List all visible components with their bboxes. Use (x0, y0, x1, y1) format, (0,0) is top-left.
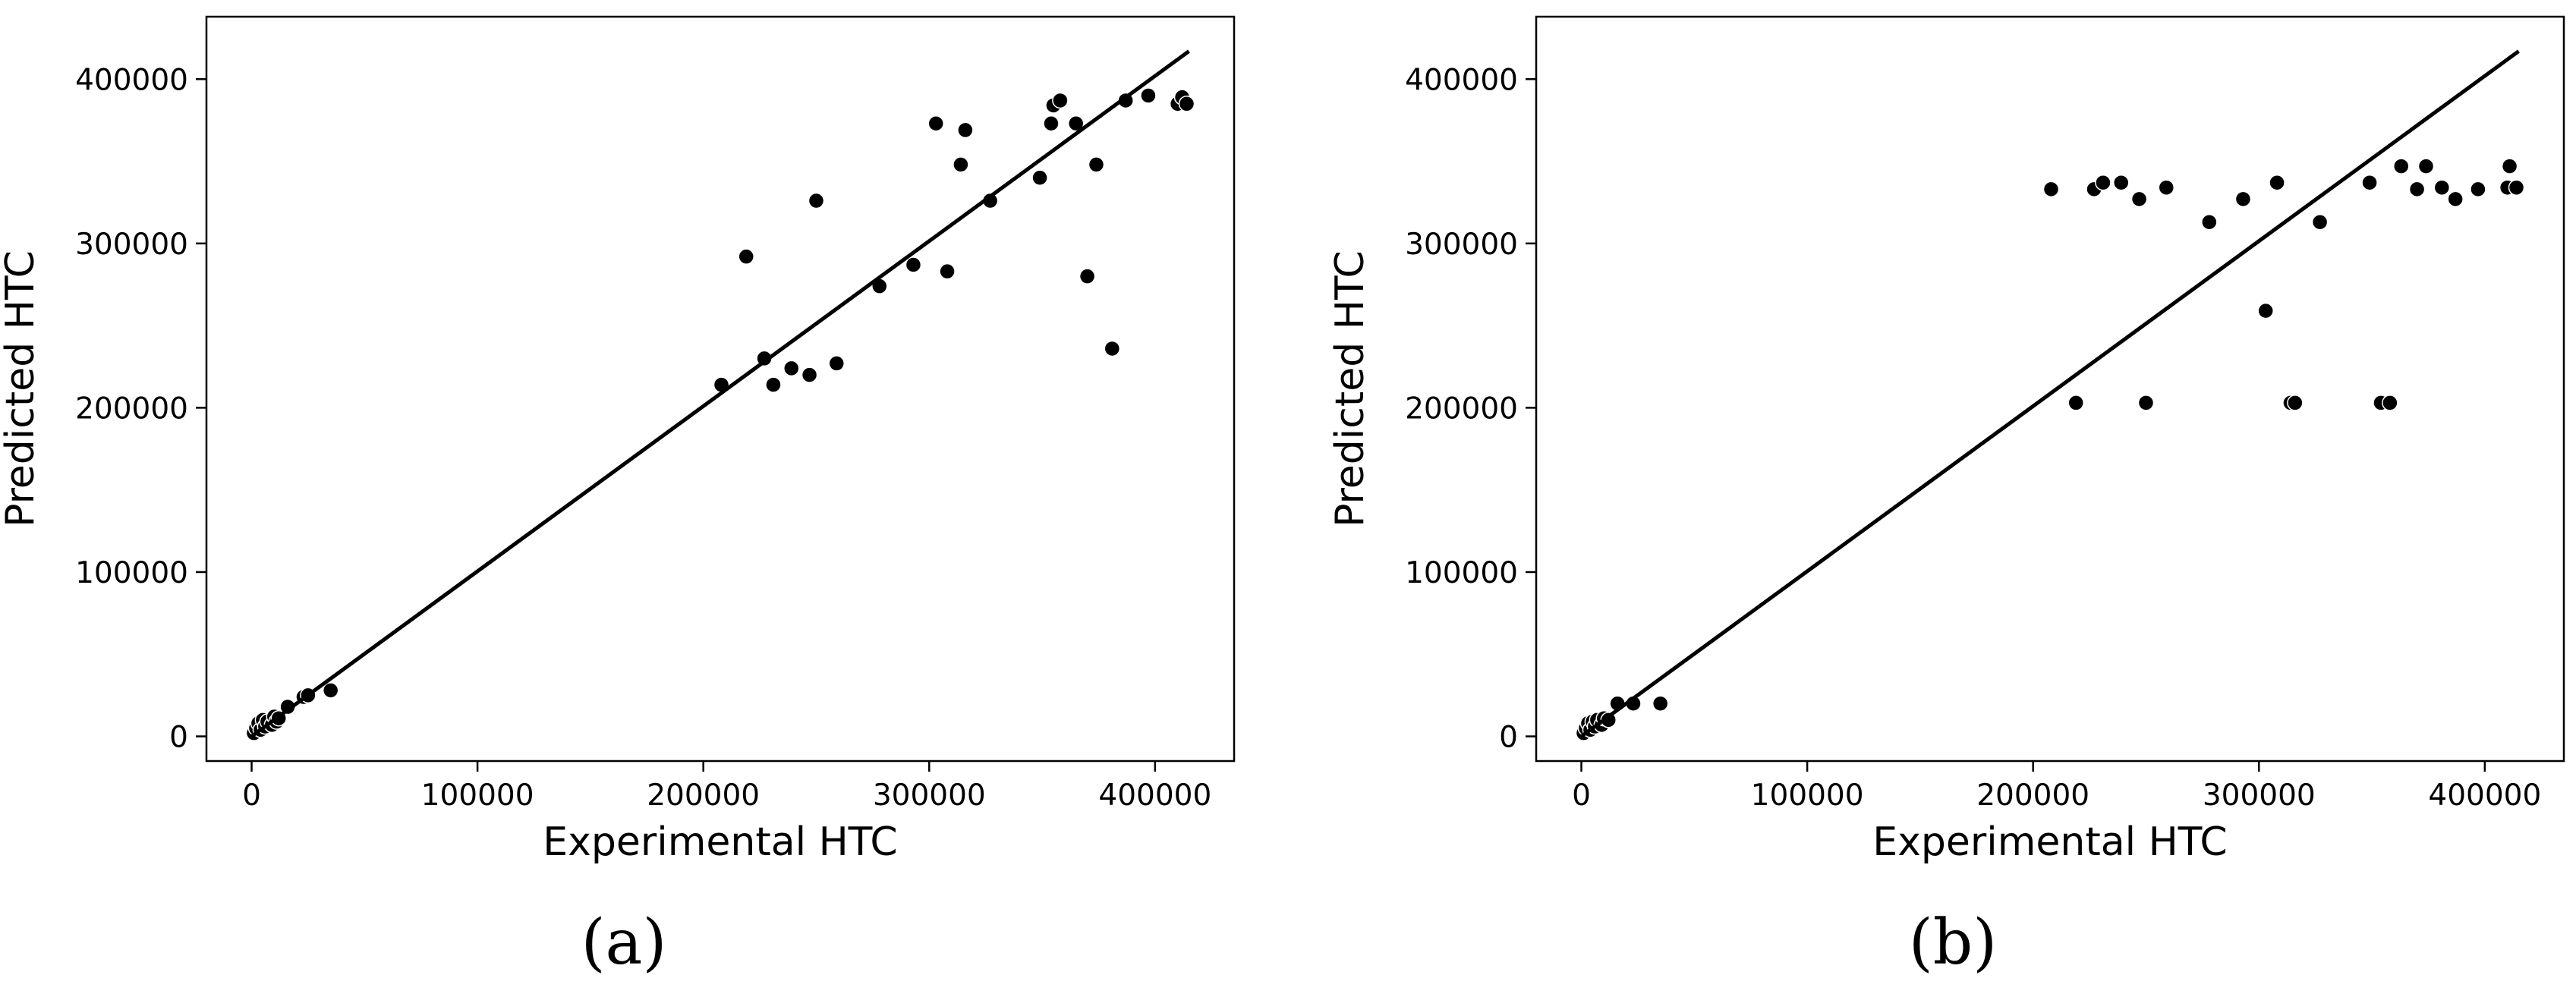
chart-panel-a: 0 100000 200000 300000 400000 0 100000 200000 30… (0, 15, 1236, 865)
y-tick-label: 300000 (75, 228, 188, 262)
data-point (2433, 179, 2451, 196)
data-point (1104, 340, 1121, 357)
chart-panel-b: 0 100000 200000 300000 400000 0 100000 200000 30… (1327, 15, 2565, 865)
data-point (2470, 181, 2486, 198)
data-point (1178, 96, 1195, 112)
data-point (2287, 395, 2304, 411)
caption-b: (b) (1908, 907, 1998, 979)
data-point (1652, 695, 1669, 712)
plot-frame (1535, 15, 2565, 763)
x-tick-label: 300000 (2203, 778, 2316, 813)
y-tick-label: 400000 (75, 63, 188, 97)
data-point (765, 376, 782, 393)
y-tick-label: 100000 (75, 556, 188, 590)
data-point (738, 248, 754, 265)
data-point (2042, 181, 2060, 198)
x-axis-label: Experimental HTC (1872, 819, 2227, 865)
data-point (2447, 190, 2464, 208)
data-point (2137, 395, 2155, 411)
data-point (2095, 174, 2112, 191)
data-point (2067, 395, 2084, 411)
y-tick-label: 100000 (1405, 556, 1518, 590)
data-point (808, 192, 825, 209)
data-point (828, 355, 846, 372)
data-point (905, 256, 922, 273)
data-point (2158, 179, 2175, 196)
data-point (322, 682, 339, 699)
data-point (2201, 213, 2218, 231)
data-point (2269, 174, 2285, 191)
plot-frame (205, 15, 1236, 763)
data-point (953, 156, 969, 173)
data-point (2130, 190, 2148, 208)
x-tick-label: 100000 (421, 778, 534, 813)
caption-a: (a) (581, 907, 667, 979)
data-point (1052, 92, 1069, 109)
data-point (2508, 179, 2525, 196)
x-tick-label: 0 (1572, 778, 1591, 813)
data-point (783, 360, 800, 377)
x-tick-label: 200000 (647, 778, 760, 813)
data-point (2392, 158, 2410, 175)
x-tick-label: 400000 (1098, 778, 1211, 813)
data-point (957, 121, 974, 139)
data-point (1079, 268, 1096, 285)
data-point (1031, 169, 1048, 186)
x-tick-label: 200000 (1976, 778, 2089, 813)
data-point (2234, 190, 2252, 208)
y-tick-label: 300000 (1405, 228, 1518, 262)
data-point (1140, 87, 1157, 104)
data-point (2361, 174, 2378, 191)
y-tick-label: 0 (1499, 721, 1518, 755)
x-tick-label: 100000 (1751, 778, 1864, 813)
data-point (2257, 302, 2274, 319)
data-point (927, 115, 944, 132)
data-point (2501, 158, 2518, 175)
fit-line (250, 49, 1190, 738)
y-tick-label: 400000 (1405, 63, 1518, 97)
y-axis-label: Predicted HTC (0, 250, 43, 527)
fit-line (1580, 49, 2520, 738)
y-tick-label: 0 (169, 721, 188, 755)
x-tick-label: 400000 (2428, 778, 2541, 813)
x-tick-label: 0 (242, 778, 261, 813)
data-point (1043, 115, 1060, 132)
data-point (2112, 174, 2130, 191)
y-tick-label: 200000 (75, 392, 188, 426)
data-point (1067, 115, 1085, 132)
data-point (2408, 181, 2426, 198)
x-tick-label: 300000 (873, 778, 986, 813)
data-point (2417, 158, 2435, 175)
data-point (939, 263, 956, 280)
data-point (801, 366, 818, 383)
data-point (2382, 395, 2398, 411)
data-point (2311, 213, 2329, 231)
data-point (1088, 156, 1105, 173)
y-axis-label: Predicted HTC (1327, 250, 1373, 527)
y-tick-label: 200000 (1405, 392, 1518, 426)
x-axis-label: Experimental HTC (543, 819, 897, 865)
